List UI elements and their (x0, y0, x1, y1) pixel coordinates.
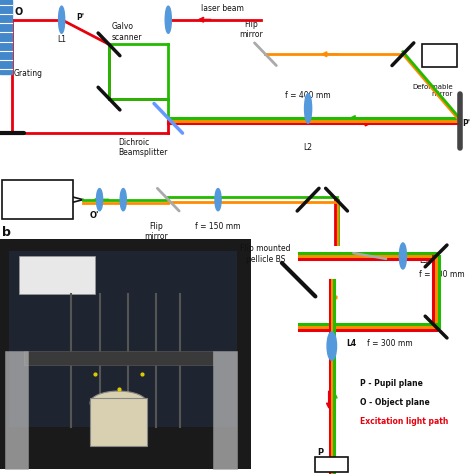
Text: O - Object plane: O - Object plane (360, 398, 430, 407)
Text: LED: LED (431, 51, 448, 60)
Text: P': P' (462, 119, 470, 128)
Text: laser beam: laser beam (201, 4, 244, 13)
Bar (0, 0, 12, 74)
Text: f = 400 mm: f = 400 mm (419, 271, 465, 279)
Text: sCMOS
camera: sCMOS camera (24, 190, 52, 210)
Text: a: a (2, 8, 11, 20)
Bar (2, 180, 73, 219)
Text: L2: L2 (304, 143, 312, 152)
Text: Flip
mirror: Flip mirror (239, 20, 263, 39)
Bar (24, 351, 213, 365)
Ellipse shape (327, 332, 337, 360)
Ellipse shape (399, 243, 407, 269)
Ellipse shape (304, 94, 312, 123)
Text: Grating: Grating (13, 69, 42, 78)
Text: Dichroic
Beamsplitter: Dichroic Beamsplitter (118, 138, 168, 157)
Text: P - Pupil plane: P - Pupil plane (360, 379, 423, 388)
Text: f = 300 mm: f = 300 mm (367, 339, 413, 348)
Bar (422, 45, 457, 66)
Text: Deformable
mirror: Deformable mirror (412, 84, 453, 97)
Bar (19, 256, 95, 294)
Text: Excitation light path: Excitation light path (360, 417, 448, 426)
Bar (213, 351, 237, 469)
Text: P: P (317, 448, 323, 457)
Text: Flip mounted
pellicle BS: Flip mounted pellicle BS (240, 244, 291, 264)
Bar (9, 251, 237, 427)
Bar (315, 457, 348, 472)
Text: P': P' (76, 13, 84, 22)
Text: L3: L3 (419, 256, 428, 265)
Text: L1: L1 (57, 35, 66, 44)
Ellipse shape (90, 391, 147, 415)
Text: b: b (2, 226, 11, 239)
Ellipse shape (97, 189, 103, 211)
Text: O': O' (90, 211, 100, 220)
Ellipse shape (165, 6, 172, 33)
Text: f = 400 mm: f = 400 mm (285, 91, 331, 100)
Text: Galvo
scanner: Galvo scanner (111, 22, 142, 42)
Text: L4: L4 (346, 339, 356, 348)
Bar (90, 398, 147, 446)
Bar (5, 351, 28, 469)
Ellipse shape (120, 189, 126, 211)
Text: Flip
mirror: Flip mirror (145, 222, 168, 241)
Text: O: O (14, 8, 22, 18)
Ellipse shape (215, 189, 221, 211)
Text: f = 150 mm: f = 150 mm (195, 222, 241, 231)
Bar (0, 239, 251, 469)
Ellipse shape (59, 6, 64, 33)
